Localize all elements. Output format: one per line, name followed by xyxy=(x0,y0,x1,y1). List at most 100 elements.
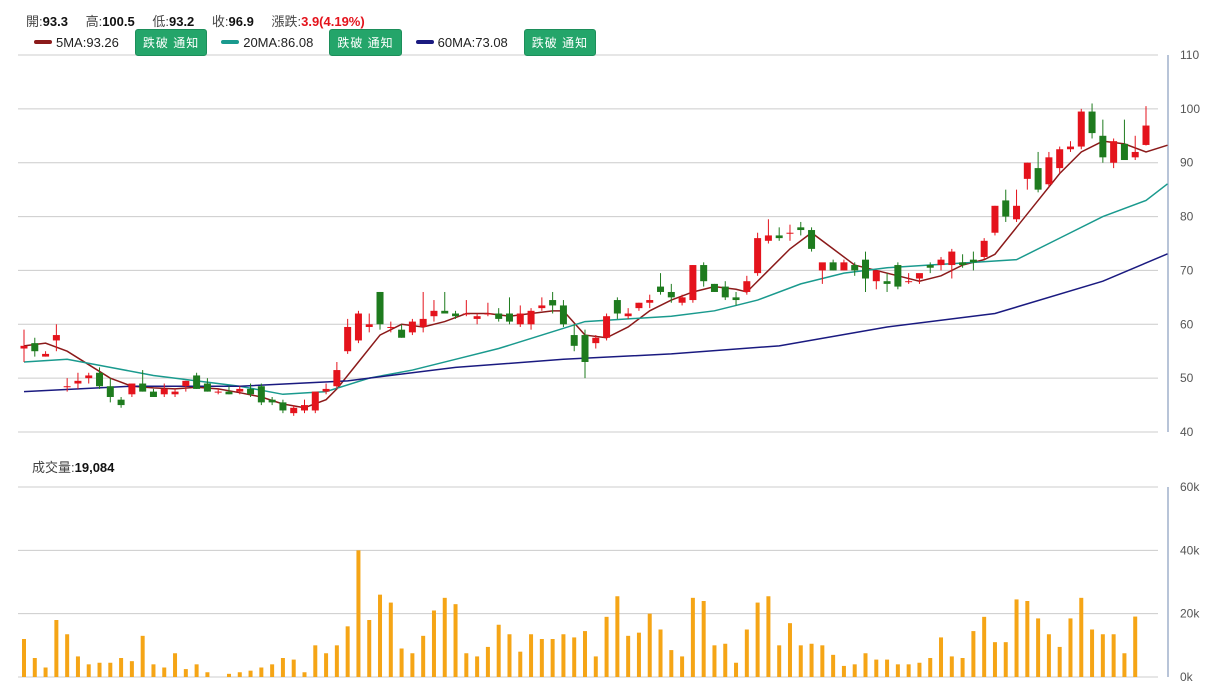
candle xyxy=(624,308,632,319)
candle xyxy=(1120,119,1128,161)
volume-tick-label: 60k xyxy=(1180,480,1200,494)
candle xyxy=(516,305,524,327)
volume-bar xyxy=(820,645,825,677)
volume-bar xyxy=(162,667,167,677)
candle xyxy=(613,297,621,319)
ma20-legend-item: 20MA:86.08 跌破 通知 xyxy=(221,28,402,56)
volume-bar xyxy=(831,654,836,677)
ma60-swatch xyxy=(415,40,434,44)
candle-body xyxy=(1120,143,1128,161)
volume-bar xyxy=(54,620,59,677)
ma-legend: 5MA:93.26 跌破 通知 20MA:86.08 跌破 通知 60MA:73… xyxy=(34,28,610,56)
volume-bar xyxy=(798,645,803,677)
candle-body xyxy=(301,405,308,411)
candle-body xyxy=(667,291,675,298)
candle xyxy=(743,275,751,295)
candle xyxy=(139,370,147,392)
volume-bar xyxy=(529,634,534,677)
ma5-line xyxy=(23,140,1168,409)
candle-body xyxy=(225,391,233,395)
candle-body xyxy=(635,302,643,309)
candle xyxy=(452,310,460,319)
candle-body xyxy=(915,273,923,279)
volume-bar xyxy=(1090,629,1095,677)
candle xyxy=(419,291,427,333)
candle xyxy=(926,262,934,274)
candle-body xyxy=(63,386,71,388)
candle-body xyxy=(613,300,621,314)
candle xyxy=(106,378,114,403)
candle xyxy=(991,205,999,236)
candle xyxy=(74,372,82,389)
candle xyxy=(527,308,535,330)
candle xyxy=(344,318,352,354)
candle xyxy=(980,238,988,260)
volume-bar xyxy=(324,653,329,677)
volume-bar xyxy=(550,639,555,677)
ohlc-summary: 開:93.3 高:100.5 低:93.2 收:96.9 漲跌:3.9(4.19… xyxy=(26,11,365,30)
volume-bar xyxy=(604,616,609,677)
volume-summary: 成交量:19,084 xyxy=(32,457,114,476)
change-value: 3.9(4.19%) xyxy=(301,14,365,29)
candle xyxy=(915,273,923,284)
volume-bar xyxy=(108,662,113,677)
volume-bar xyxy=(1133,616,1138,677)
change-label: 漲跌: xyxy=(271,14,302,29)
candle xyxy=(937,256,945,271)
volume-tick-label: 40k xyxy=(1180,543,1200,557)
candle-body xyxy=(603,316,611,338)
candle xyxy=(301,399,308,414)
volume-bar xyxy=(119,658,124,677)
volume-bar xyxy=(863,653,868,677)
candle xyxy=(1045,151,1053,187)
candle xyxy=(797,221,805,236)
moving-average-lines xyxy=(23,140,1169,409)
candle xyxy=(603,313,611,341)
candle-body xyxy=(311,391,319,411)
candle xyxy=(646,294,654,309)
candle xyxy=(290,405,298,416)
volume-bar xyxy=(787,623,792,677)
candle xyxy=(376,291,384,330)
volume-bar xyxy=(615,596,620,677)
candle-body xyxy=(764,235,772,241)
candle xyxy=(549,291,557,314)
candle xyxy=(322,383,330,395)
volume-bar xyxy=(593,656,598,677)
candle-body xyxy=(214,391,222,393)
volume-bar xyxy=(712,645,717,677)
volume-value: 19,084 xyxy=(74,460,115,475)
volume-bar xyxy=(291,659,296,677)
volume-bar xyxy=(270,664,275,677)
candle-body xyxy=(657,286,665,292)
volume-label: 成交量: xyxy=(32,460,75,475)
ma60-alert-button[interactable]: 跌破 通知 xyxy=(523,28,597,56)
volume-bar xyxy=(237,672,242,677)
candle-body xyxy=(570,335,578,346)
candle xyxy=(279,399,287,414)
ma20-alert-button[interactable]: 跌破 通知 xyxy=(329,28,402,56)
candle-body xyxy=(1066,146,1074,150)
candle xyxy=(1088,103,1096,139)
volume-bar xyxy=(874,659,879,677)
candle xyxy=(52,324,60,352)
ma5-alert-button[interactable]: 跌破 通知 xyxy=(134,28,208,56)
volume-bar xyxy=(583,631,587,677)
volume-bar xyxy=(345,626,350,677)
volume-bar xyxy=(1036,618,1041,677)
open-value: 93.3 xyxy=(42,14,68,29)
candle xyxy=(710,283,718,292)
volume-bar-series xyxy=(22,550,1138,677)
close-label: 收: xyxy=(211,14,229,29)
candle xyxy=(592,335,600,349)
candle-body xyxy=(1110,141,1118,163)
volume-bar xyxy=(1046,634,1051,677)
volume-bar xyxy=(647,613,652,677)
candle-body xyxy=(1077,111,1085,147)
volume-bar xyxy=(1068,618,1073,677)
candle-body xyxy=(862,259,869,279)
candle xyxy=(786,224,794,241)
volume-bar xyxy=(140,635,145,677)
volume-bar xyxy=(485,646,490,677)
